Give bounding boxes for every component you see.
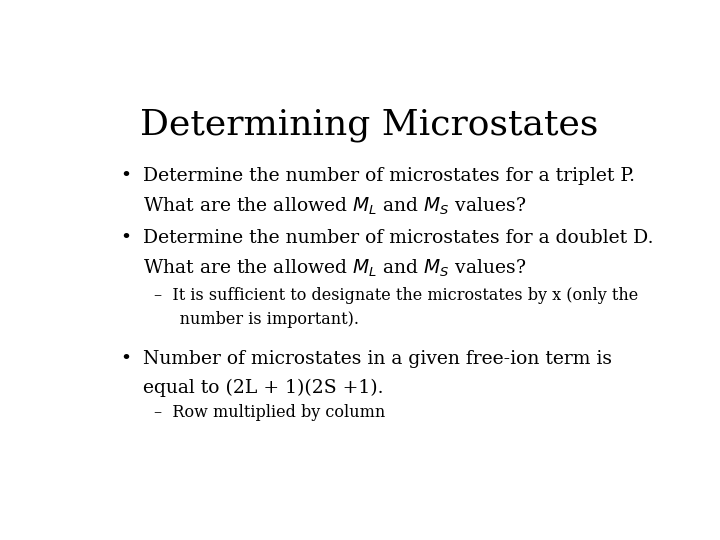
- Text: –  Row multiplied by column: – Row multiplied by column: [154, 404, 385, 421]
- Text: •: •: [121, 229, 132, 247]
- Text: •: •: [121, 349, 132, 368]
- Text: number is important).: number is important).: [154, 311, 359, 328]
- Text: What are the allowed $M_L$ and $M_S$ values?: What are the allowed $M_L$ and $M_S$ val…: [143, 258, 526, 279]
- Text: What are the allowed $M_L$ and $M_S$ values?: What are the allowed $M_L$ and $M_S$ val…: [143, 196, 526, 217]
- Text: Determine the number of microstates for a triplet P.: Determine the number of microstates for …: [143, 167, 635, 185]
- Text: equal to (2L + 1)(2S +1).: equal to (2L + 1)(2S +1).: [143, 379, 384, 397]
- Text: Number of microstates in a given free-ion term is: Number of microstates in a given free-io…: [143, 349, 612, 368]
- Text: Determining Microstates: Determining Microstates: [140, 109, 598, 143]
- Text: Determine the number of microstates for a doublet D.: Determine the number of microstates for …: [143, 229, 654, 247]
- Text: •: •: [121, 167, 132, 185]
- Text: –  It is sufficient to designate the microstates by x (only the: – It is sufficient to designate the micr…: [154, 287, 639, 304]
